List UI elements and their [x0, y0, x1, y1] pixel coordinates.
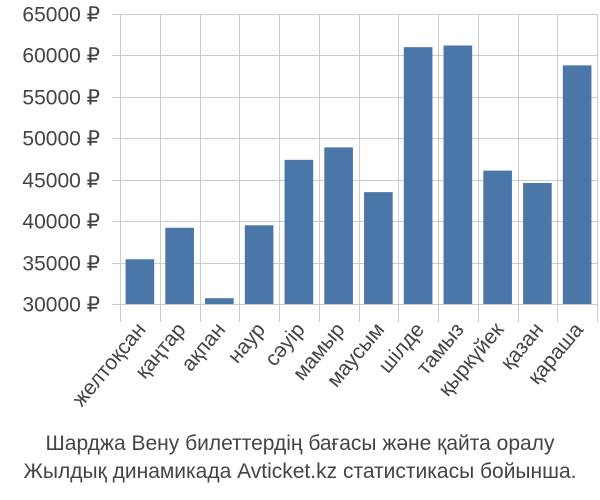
y-tick-label: 55000 ₽: [22, 87, 100, 110]
bar: [562, 65, 592, 305]
price-bar-chart: 30000 ₽ 35000 ₽ 40000 ₽ 45000 ₽ 50000 ₽ 55000…: [22, 4, 598, 411]
bar: [523, 183, 552, 304]
bar: [443, 45, 473, 305]
bar: [165, 227, 194, 304]
bar: [483, 170, 512, 304]
bar: [125, 259, 155, 304]
bars: [125, 45, 592, 305]
bar: [284, 159, 314, 304]
bar: [403, 47, 433, 304]
chart-caption-line-1: Шарджа Вену билеттердің бағасы және қайт…: [45, 432, 555, 455]
y-tick-label: 35000 ₽: [22, 253, 100, 276]
y-tick-label: 60000 ₽: [22, 45, 100, 68]
y-tick-label: 65000 ₽: [22, 4, 100, 27]
grid-lines: [112, 14, 598, 322]
x-tick-label: наур: [223, 318, 270, 367]
y-tick-label: 45000 ₽: [22, 170, 100, 193]
y-tick-label: 30000 ₽: [22, 294, 100, 317]
bar: [324, 147, 353, 304]
y-axis-tick-labels: 30000 ₽ 35000 ₽ 40000 ₽ 45000 ₽ 50000 ₽ 55000…: [22, 4, 100, 317]
bar: [205, 298, 234, 304]
bar: [244, 225, 274, 304]
y-tick-label: 50000 ₽: [22, 128, 100, 151]
x-axis-category-labels: желтоқсанқаңтарақпаннаурсәуірмамырмаусым…: [68, 318, 588, 411]
y-tick-label: 40000 ₽: [22, 211, 100, 234]
chart-caption-line-2: Жылдық динамикада Avticket.kz статистика…: [23, 460, 577, 483]
bar: [364, 192, 393, 304]
x-tick-label: ақпан: [177, 318, 230, 375]
